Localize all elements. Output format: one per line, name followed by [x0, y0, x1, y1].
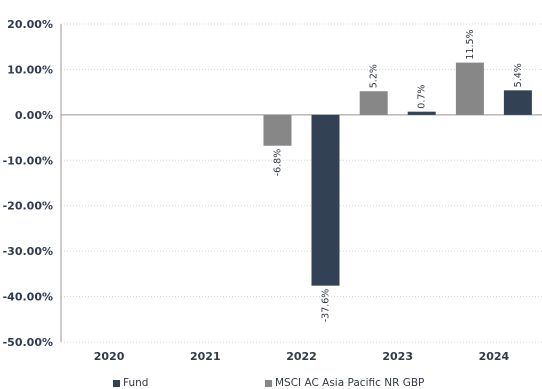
bar-fund-2023 [407, 111, 436, 115]
y-tick-label: 10.00% [7, 63, 53, 76]
y-tick-label: -10.00% [3, 154, 53, 167]
legend: Fund MSCI AC Asia Pacific NR GBP [113, 377, 424, 389]
legend-label-fund: Fund [123, 377, 149, 389]
legend-item-fund: Fund [113, 377, 265, 389]
data-label: 5.4% [513, 63, 524, 87]
data-label: -6.8% [273, 149, 284, 177]
y-tick-label: 20.00% [7, 18, 53, 31]
y-tick-label: -20.00% [3, 200, 53, 213]
data-label: 11.5% [465, 29, 476, 59]
legend-swatch-fund [113, 379, 120, 387]
x-tick-label: 2024 [479, 350, 510, 363]
y-tick-label: 0.00% [15, 109, 53, 122]
bar-benchmark-2024 [455, 62, 484, 115]
bar-fund-2024 [503, 90, 532, 115]
y-tick-label: -30.00% [3, 245, 53, 258]
data-label: -37.6% [321, 289, 332, 323]
data-label: 5.2% [369, 64, 380, 88]
y-tick-label: -40.00% [3, 291, 53, 304]
legend-label-benchmark: MSCI AC Asia Pacific NR GBP [275, 377, 425, 389]
data-label: 0.7% [417, 85, 428, 109]
legend-swatch-benchmark [265, 379, 272, 387]
y-tick-label: -50.00% [3, 336, 53, 349]
x-tick-label: 2021 [190, 350, 221, 363]
legend-item-benchmark: MSCI AC Asia Pacific NR GBP [265, 377, 424, 389]
x-tick-label: 2020 [94, 350, 125, 363]
x-tick-label: 2023 [382, 350, 413, 363]
x-tick-label: 2022 [286, 350, 317, 363]
bar-fund-2022 [311, 114, 340, 286]
bar-benchmark-2023 [359, 91, 388, 115]
bar-benchmark-2022 [263, 114, 292, 146]
